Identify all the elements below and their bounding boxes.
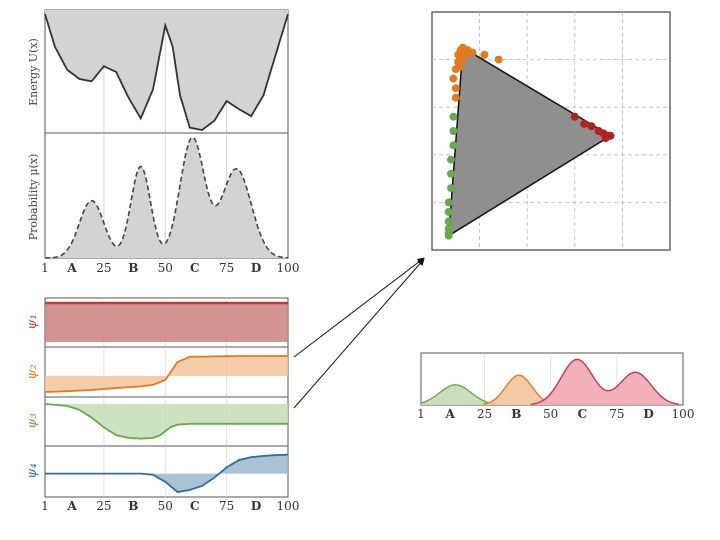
eigen-tick-label: 100 — [277, 499, 300, 513]
probability-ylabel: Probability μ(x) — [27, 154, 40, 241]
simplex-point — [444, 198, 453, 207]
top-tick-label: 50 — [158, 261, 173, 275]
cluster-tick-label: D — [643, 407, 653, 421]
cluster-tick-label: 75 — [609, 407, 624, 421]
eigen-tick-label: 25 — [96, 499, 111, 513]
simplex-point — [447, 169, 455, 178]
arrows — [293, 257, 425, 409]
simplex-point — [447, 155, 455, 164]
cluster-fill — [530, 359, 680, 405]
eigen-tick-label: D — [251, 499, 261, 513]
cluster-fill — [421, 384, 497, 405]
cluster-tick-label: 50 — [543, 407, 558, 421]
simplex-point — [456, 62, 465, 71]
eigen-fill — [45, 356, 288, 392]
eigen-tick-label: 75 — [219, 499, 234, 513]
cluster-x-ticks: 1 A 25 B 50 C 75 D 100 — [417, 407, 694, 421]
cluster-density-panel — [420, 352, 684, 406]
cluster-tick-label: 1 — [417, 407, 425, 421]
eigen-fill — [45, 403, 288, 439]
simplex-point — [449, 112, 458, 121]
psi-label: ψ₂ — [25, 364, 40, 379]
simplex-point — [601, 134, 610, 143]
cluster-tick-label: C — [578, 407, 588, 421]
top-tick-label: A — [66, 261, 77, 275]
simplex-point — [444, 207, 453, 216]
simplex-panel — [431, 11, 671, 251]
simplex-point — [444, 231, 453, 240]
eigenvector-panels: ψ₁ ψ₂ ψ₃ ψ₄ — [25, 297, 289, 498]
psi-label: ψ₃ — [25, 413, 40, 428]
cluster-fill — [483, 375, 555, 405]
top-tick-label: 1 — [41, 261, 49, 275]
simplex-point — [580, 119, 589, 128]
top-x-ticks: 1 A 25 B 50 C 75 D 100 — [41, 261, 299, 275]
cluster-tick-label: A — [444, 407, 455, 421]
energy-curve — [44, 13, 289, 131]
psi-label: ψ₄ — [25, 463, 40, 478]
eigen-curve — [45, 355, 288, 393]
simplex-point — [451, 84, 460, 93]
eigen-tick-label: 50 — [158, 499, 173, 513]
simplex-point — [468, 48, 477, 57]
probability-area — [45, 137, 288, 258]
eigen-fill — [45, 303, 288, 342]
top-tick-label: C — [190, 261, 200, 275]
energy-ylabel: Energy U(x) — [27, 38, 40, 106]
cluster-tick-label: 25 — [477, 407, 492, 421]
arrow-lower — [293, 258, 425, 409]
top-tick-label: 25 — [96, 261, 111, 275]
simplex-point — [451, 93, 460, 102]
cluster-tick-label: B — [511, 407, 521, 421]
simplex-triangle — [447, 46, 612, 238]
simplex-point — [570, 112, 579, 121]
probability-curve — [44, 136, 289, 259]
energy-panel — [44, 9, 289, 134]
simplex-point — [444, 217, 453, 226]
cluster-curve — [483, 374, 555, 405]
eigen-x-ticks: 1 A 25 B 50 C 75 D 100 — [41, 499, 299, 513]
top-tick-label: D — [251, 261, 261, 275]
eigen-tick-label: B — [128, 499, 138, 513]
simplex-point — [449, 141, 458, 150]
eigen-fill — [45, 454, 288, 492]
eigen-curve — [45, 453, 288, 493]
simplex-point — [449, 74, 458, 83]
cluster-curve — [530, 358, 680, 406]
psi-label: ψ₁ — [25, 314, 40, 329]
simplex-point — [494, 55, 503, 64]
arrow-upper — [293, 257, 425, 358]
eigen-curve — [44, 403, 288, 440]
eigen-tick-label: A — [66, 499, 77, 513]
cluster-tick-label: 100 — [672, 407, 695, 421]
probability-panel — [44, 132, 289, 259]
simplex-point — [449, 127, 458, 135]
simplex-point — [587, 122, 596, 131]
top-tick-label: B — [128, 261, 138, 275]
energy-area — [45, 10, 288, 130]
simplex-point — [458, 55, 467, 64]
simplex-point — [480, 50, 489, 59]
simplex-point — [447, 184, 455, 193]
eigen-tick-label: 1 — [41, 499, 49, 513]
top-tick-label: 75 — [219, 261, 234, 275]
cluster-curve — [420, 384, 497, 405]
top-tick-label: 100 — [277, 261, 300, 275]
eigen-tick-label: C — [190, 499, 200, 513]
